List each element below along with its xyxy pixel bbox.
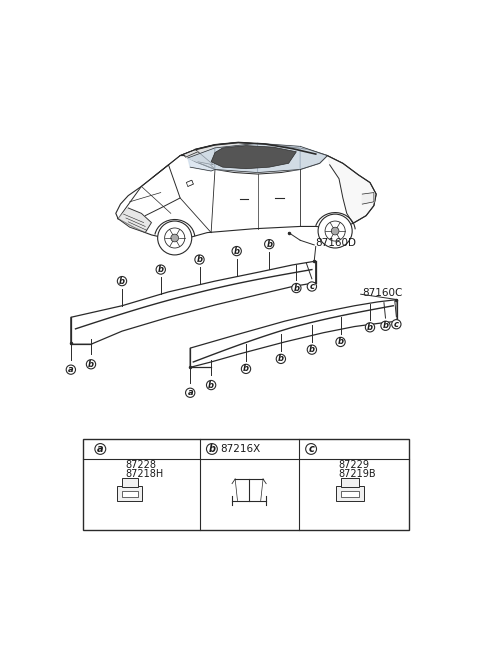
Circle shape <box>318 214 352 248</box>
Circle shape <box>381 321 390 330</box>
Polygon shape <box>118 208 152 233</box>
Bar <box>83 439 409 530</box>
Polygon shape <box>186 180 193 187</box>
Circle shape <box>232 246 241 255</box>
Circle shape <box>331 227 339 235</box>
Circle shape <box>307 282 316 291</box>
Polygon shape <box>300 146 327 170</box>
Circle shape <box>336 337 345 346</box>
Text: c: c <box>308 444 314 454</box>
Text: b: b <box>243 364 249 373</box>
Circle shape <box>276 354 286 364</box>
Polygon shape <box>327 156 376 223</box>
Circle shape <box>306 443 316 455</box>
Circle shape <box>365 323 375 332</box>
Circle shape <box>264 240 274 249</box>
Circle shape <box>171 234 179 242</box>
Circle shape <box>95 443 106 455</box>
Text: 87160D: 87160D <box>316 238 357 248</box>
Circle shape <box>195 255 204 264</box>
Bar <box>117 486 142 501</box>
Polygon shape <box>71 261 316 345</box>
Text: 87219B: 87219B <box>338 470 376 479</box>
Text: b: b <box>293 284 300 293</box>
Polygon shape <box>258 143 300 172</box>
Polygon shape <box>186 152 214 165</box>
Polygon shape <box>190 299 397 367</box>
Text: b: b <box>337 337 344 346</box>
Text: b: b <box>196 255 203 264</box>
Text: b: b <box>208 381 214 390</box>
Polygon shape <box>215 143 258 172</box>
Text: a: a <box>97 444 104 454</box>
Text: 87160C: 87160C <box>362 288 403 298</box>
Text: b: b <box>266 240 272 249</box>
Polygon shape <box>188 148 215 171</box>
Bar <box>340 491 359 496</box>
Circle shape <box>206 381 216 390</box>
Circle shape <box>157 221 192 255</box>
Circle shape <box>156 265 166 274</box>
Text: 87216X: 87216X <box>220 444 261 454</box>
Text: a: a <box>187 388 193 398</box>
Text: 87228: 87228 <box>126 460 157 470</box>
Circle shape <box>241 364 251 373</box>
Text: b: b <box>234 246 240 255</box>
Bar <box>336 486 364 501</box>
Bar <box>122 491 137 496</box>
Text: 87229: 87229 <box>338 460 369 470</box>
Text: b: b <box>383 321 388 330</box>
Polygon shape <box>211 145 296 169</box>
Text: a: a <box>68 365 73 374</box>
Polygon shape <box>180 143 327 174</box>
Bar <box>340 478 359 487</box>
Circle shape <box>392 320 401 329</box>
Text: b: b <box>278 354 284 364</box>
Text: b: b <box>309 345 315 354</box>
Text: c: c <box>394 320 399 329</box>
Polygon shape <box>362 193 374 204</box>
Text: b: b <box>119 276 125 286</box>
Text: 87218H: 87218H <box>126 470 164 479</box>
Text: b: b <box>158 265 164 274</box>
Bar <box>122 478 137 487</box>
Text: b: b <box>88 360 94 369</box>
Circle shape <box>186 388 195 398</box>
Circle shape <box>117 276 127 286</box>
Circle shape <box>206 443 217 455</box>
Text: b: b <box>367 323 373 332</box>
Circle shape <box>66 365 75 374</box>
Text: c: c <box>310 282 314 291</box>
Circle shape <box>86 360 96 369</box>
Circle shape <box>292 284 301 293</box>
Text: b: b <box>208 444 216 454</box>
Circle shape <box>307 345 316 354</box>
